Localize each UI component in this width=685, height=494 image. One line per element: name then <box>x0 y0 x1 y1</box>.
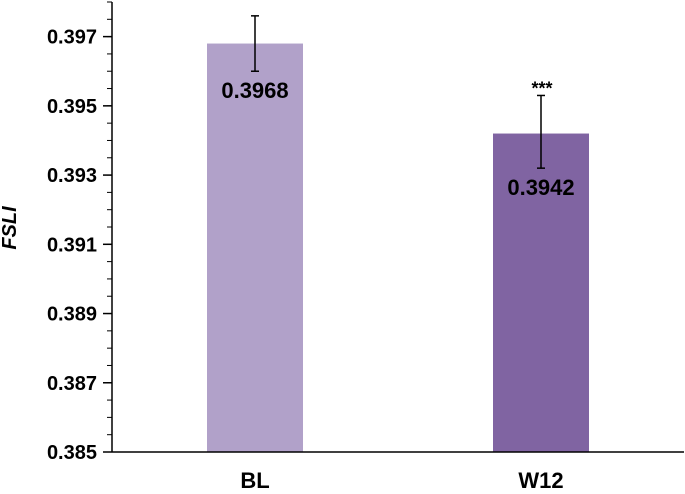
x-tick-label-w12: W12 <box>518 468 563 493</box>
y-tick-label: 0.397 <box>47 27 97 49</box>
data-label-w12: 0.3942 <box>507 175 574 200</box>
data-labels-group: 0.3968 0.3942 *** <box>221 78 574 200</box>
y-tick-label: 0.385 <box>47 442 97 464</box>
data-label-bl: 0.3968 <box>221 78 288 103</box>
y-axis: 0.385 0.387 0.389 0.391 0.393 0.395 0.397 <box>47 1 113 464</box>
error-bar-bl <box>251 15 259 72</box>
y-tick-label: 0.395 <box>47 96 97 118</box>
bars-group <box>207 43 589 453</box>
y-tick-label: 0.389 <box>47 304 97 326</box>
bar-bl <box>207 43 303 453</box>
y-tick-label: 0.393 <box>47 165 97 187</box>
x-tick-label-bl: BL <box>240 468 269 493</box>
error-bars-group <box>251 15 545 169</box>
significance-marker: *** <box>531 78 552 98</box>
y-axis-title: FSLI <box>0 206 21 250</box>
error-bar-w12 <box>537 94 545 169</box>
y-tick-label: 0.391 <box>47 234 97 256</box>
bar-w12 <box>493 133 589 453</box>
y-tick-label: 0.387 <box>47 373 97 395</box>
x-axis: BL W12 <box>112 451 684 493</box>
